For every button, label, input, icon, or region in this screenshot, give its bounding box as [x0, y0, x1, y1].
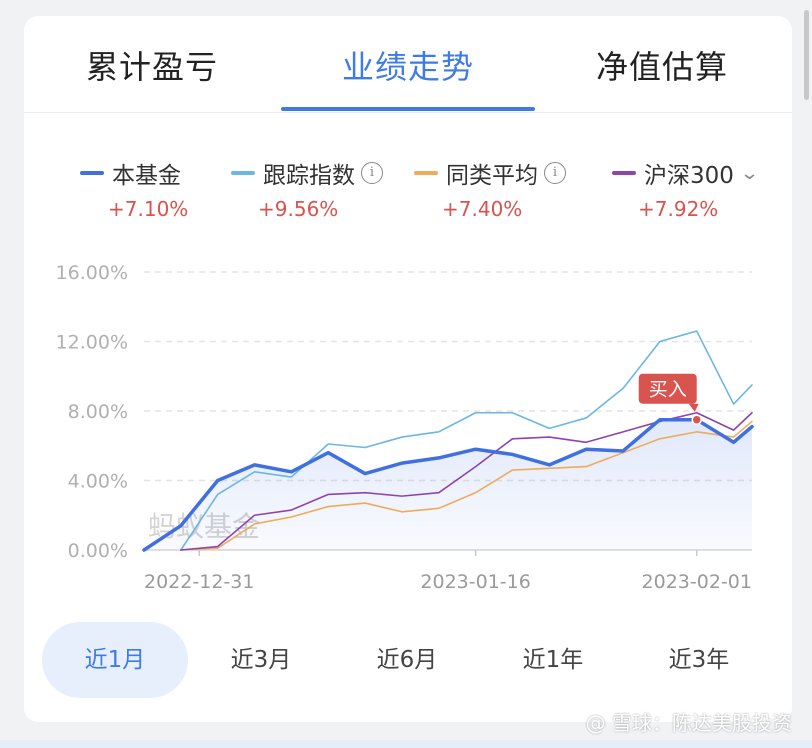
range-1-month-button[interactable]: 近1月: [42, 622, 188, 698]
scrollbar-thumb[interactable]: [804, 10, 809, 100]
buy-marker-label: 买入: [649, 379, 687, 401]
legend-swatch-csi300: [612, 171, 636, 175]
fund-area-fill: [144, 419, 752, 550]
y-tick-label: 8.00%: [68, 401, 128, 423]
performance-card: 累计盈亏 业绩走势 净值估算 本基金 +7.10% 跟踪指数 i +9.56% …: [24, 16, 792, 722]
legend-label-peer: 同类平均: [446, 163, 538, 189]
info-icon[interactable]: i: [544, 162, 566, 184]
y-tick-label: 16.00%: [56, 262, 128, 284]
legend-label-fund: 本基金: [112, 163, 181, 189]
buy-marker-pointer: [688, 403, 699, 412]
legend-swatch-peer: [414, 171, 438, 175]
x-tick-label: 2023-01-16: [420, 571, 530, 593]
x-tick-label: 2022-12-31: [144, 571, 254, 593]
range-1-year-button[interactable]: 近1年: [522, 647, 584, 673]
active-tab-indicator: [281, 107, 535, 111]
series-line-2: [180, 420, 753, 551]
legend-value-tracking: +9.56%: [258, 197, 339, 221]
legend-peer-average[interactable]: 同类平均 i: [414, 156, 566, 190]
time-range-selector: 近1月 近3月 近6月 近1年 近3年: [24, 622, 792, 698]
tab-performance-trend[interactable]: 业绩走势: [342, 48, 475, 86]
legend-csi300[interactable]: 沪深300 ⌄: [612, 156, 760, 190]
tab-bar: 累计盈亏 业绩走势 净值估算: [24, 16, 792, 113]
legend-value-fund: +7.10%: [108, 197, 189, 221]
buy-marker-label-bg: [638, 373, 697, 404]
legend-label-csi300: 沪深300: [644, 163, 734, 189]
y-tick-label: 0.00%: [68, 540, 128, 562]
series-line-1: [180, 330, 753, 551]
range-6-months-button[interactable]: 近6月: [376, 647, 438, 673]
performance-line-chart: 蚂蚁基金16.00%12.00%8.00%4.00%0.00%2022-12-3…: [56, 262, 754, 593]
chevron-down-icon[interactable]: ⌄: [739, 162, 760, 184]
range-3-months-button[interactable]: 近3月: [230, 647, 292, 673]
legend-value-peer: +7.40%: [442, 197, 523, 221]
y-tick-label: 12.00%: [56, 332, 128, 354]
legend-label-tracking: 跟踪指数: [263, 163, 355, 189]
info-icon[interactable]: i: [361, 162, 383, 184]
legend-value-csi300: +7.92%: [638, 197, 719, 221]
legend-fund[interactable]: 本基金: [80, 156, 181, 190]
tab-nav-estimate[interactable]: 净值估算: [596, 48, 729, 86]
y-tick-label: 4.00%: [68, 471, 128, 493]
range-3-years-button[interactable]: 近3年: [668, 647, 730, 673]
bottom-strip: [0, 740, 812, 748]
tab-cumulative-pnl[interactable]: 累计盈亏: [86, 48, 219, 86]
legend-tracking-index[interactable]: 跟踪指数 i: [231, 156, 383, 190]
x-tick-label: 2023-02-01: [642, 571, 752, 593]
legend-swatch-fund: [80, 171, 104, 175]
footer-watermark: @ 雪球：陈达美股投资: [585, 711, 792, 735]
series-line-0: [142, 417, 754, 552]
legend-swatch-tracking: [231, 171, 255, 175]
buy-marker-dot: [691, 414, 702, 425]
